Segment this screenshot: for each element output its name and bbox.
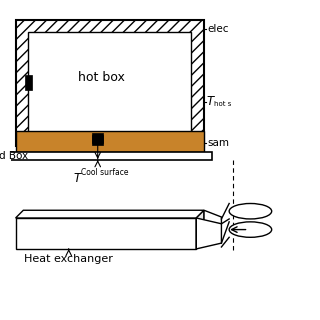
Bar xyxy=(25,75,32,91)
Polygon shape xyxy=(196,218,221,249)
Bar xyxy=(16,218,196,249)
Ellipse shape xyxy=(229,222,272,237)
Bar xyxy=(16,131,204,152)
Text: elec: elec xyxy=(207,24,228,34)
Text: ld Box: ld Box xyxy=(0,151,28,161)
Text: Cool surface: Cool surface xyxy=(81,168,129,177)
Bar xyxy=(16,20,204,146)
Text: T: T xyxy=(74,172,81,185)
Bar xyxy=(0,152,212,160)
Polygon shape xyxy=(204,210,221,241)
Bar xyxy=(92,133,103,143)
Bar xyxy=(92,135,103,145)
Text: T: T xyxy=(207,94,214,108)
Text: hot s: hot s xyxy=(214,101,231,107)
Text: hot box: hot box xyxy=(78,71,125,84)
Ellipse shape xyxy=(229,204,272,219)
Polygon shape xyxy=(196,210,204,249)
Text: sam: sam xyxy=(207,138,229,148)
Polygon shape xyxy=(16,210,204,218)
Bar xyxy=(28,32,191,133)
Text: Heat exchanger: Heat exchanger xyxy=(24,254,113,264)
